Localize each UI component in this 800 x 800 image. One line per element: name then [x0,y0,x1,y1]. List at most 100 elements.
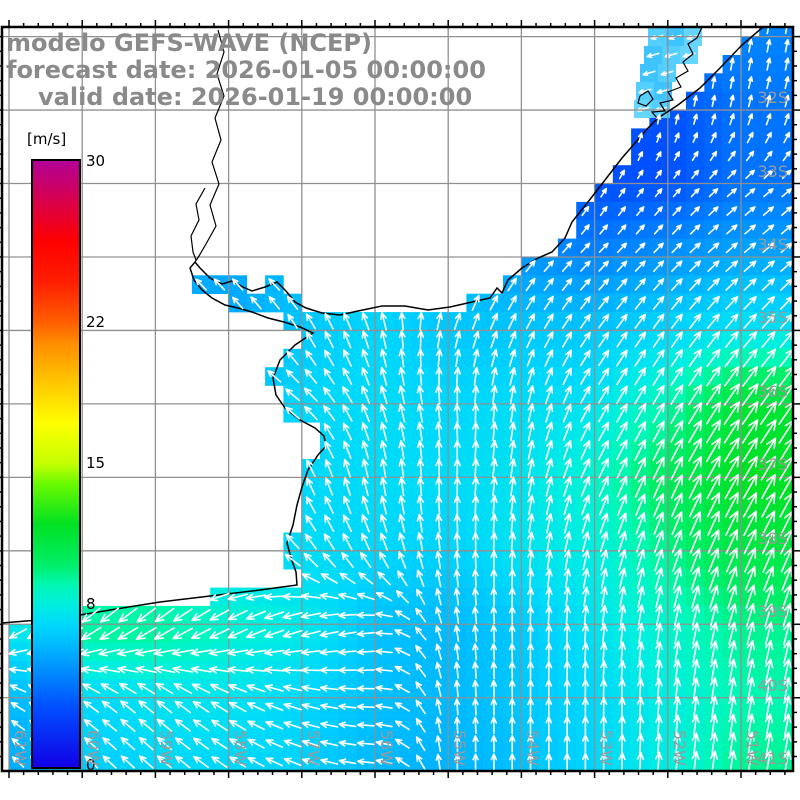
direction-arrow [209,592,230,602]
direction-arrow [282,611,303,620]
direction-arrow [509,403,517,423]
direction-arrow [490,421,498,442]
direction-arrow [617,206,627,217]
direction-arrow [472,698,479,716]
direction-arrow [300,648,321,656]
direction-arrow [652,474,665,499]
direction-arrow [527,697,534,717]
direction-arrow [100,683,119,694]
direction-arrow [784,76,790,90]
direction-arrow [616,367,628,386]
direction-arrow [581,678,589,699]
direction-arrow [642,70,656,77]
direction-arrow [375,685,393,692]
direction-arrow [324,496,334,514]
direction-arrow [416,550,424,570]
direction-arrow [724,437,740,463]
direction-arrow [83,700,100,713]
direction-arrow [472,753,479,771]
direction-arrow [525,295,536,311]
direction-arrow [562,331,573,348]
lagoon-cells [634,28,702,118]
direction-arrow [636,733,645,754]
direction-arrow [231,278,244,291]
direction-arrow [265,720,284,730]
direction-arrow [509,421,517,442]
direction-arrow [726,547,738,573]
lon-label-54W: 54W [523,729,543,766]
direction-arrow [435,366,443,386]
direction-arrow [743,510,757,537]
direction-arrow [616,242,628,254]
direction-arrow [670,366,684,386]
direction-arrow [706,348,721,368]
direction-arrow [398,330,406,350]
direction-arrow [761,331,776,349]
direction-arrow [688,419,703,443]
direction-arrow [599,224,609,235]
direction-arrow [634,385,647,405]
direction-arrow [581,512,591,534]
direction-arrow [763,188,774,198]
direction-arrow [398,440,406,460]
direction-arrow [527,734,534,753]
direction-arrow [691,732,700,755]
direction-arrow [765,113,772,126]
direction-arrow [725,242,738,254]
direction-arrow [267,370,282,383]
direction-arrow [117,626,139,640]
direction-arrow [545,385,554,405]
direction-arrow [545,605,553,625]
direction-arrow [598,385,610,404]
direction-arrow [508,734,516,753]
direction-arrow [763,169,774,180]
direction-arrow [580,278,591,291]
direction-arrow [397,570,408,587]
direction-arrow [323,368,335,385]
direction-arrow [634,331,647,348]
direction-arrow [781,188,792,198]
direction-arrow [670,402,684,424]
direction-arrow [472,531,480,552]
direction-arrow [527,367,535,386]
direction-arrow [655,714,663,736]
direction-arrow [208,648,231,657]
direction-arrow [544,331,554,348]
direction-arrow [508,661,516,680]
direction-arrow [727,169,737,180]
direction-arrow [741,383,759,407]
direction-arrow [394,647,411,657]
direction-arrow [436,330,443,349]
speed-cell [777,183,793,203]
direction-arrow [562,385,572,404]
direction-arrow [598,260,609,272]
direction-arrow [725,278,739,291]
direction-arrow [707,278,720,291]
lon-label-51W: 51W [743,729,762,766]
direction-arrow [655,622,663,645]
direction-arrow [618,604,627,626]
direction-arrow [746,695,755,719]
direction-arrow [375,592,393,602]
direction-arrow [670,313,683,329]
direction-arrow [563,660,571,680]
direction-arrow [688,402,703,425]
direction-arrow [692,113,698,125]
direction-arrow [743,331,758,349]
direction-arrow [745,584,756,609]
direction-arrow [361,385,371,404]
direction-arrow [357,721,375,729]
direction-arrow [454,366,461,386]
direction-arrow [509,367,517,386]
direction-arrow [527,421,535,442]
direction-arrow [764,676,774,701]
direction-arrow [580,331,591,348]
direction-arrow [138,736,154,751]
direction-arrow [744,566,756,591]
direction-arrow [562,367,572,386]
direction-arrow [525,277,536,292]
direction-arrow [616,457,628,479]
direction-arrow [781,169,792,180]
direction-arrow [435,569,442,588]
